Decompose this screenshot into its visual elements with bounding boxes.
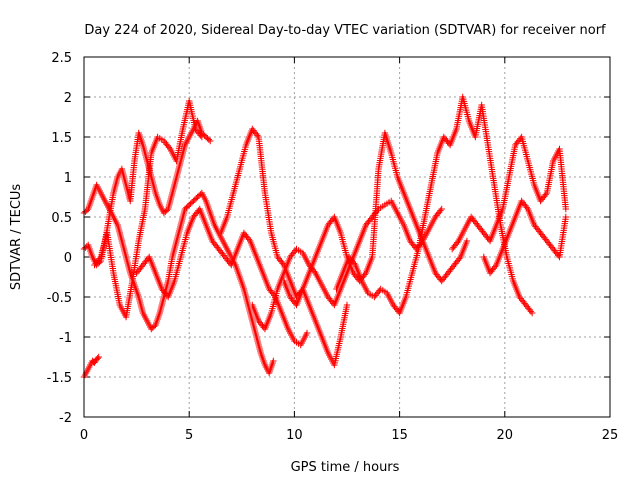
- data-point: [456, 255, 463, 262]
- data-point: [191, 196, 199, 203]
- x-axis-label: GPS time / hours: [291, 460, 400, 475]
- data-point: [95, 353, 102, 361]
- x-tick-label: 0: [80, 428, 88, 443]
- data-point: [562, 205, 570, 213]
- x-tick-label: 10: [286, 428, 303, 443]
- data-point: [193, 195, 200, 202]
- series-sat-i: [333, 93, 536, 317]
- data-point: [197, 132, 204, 139]
- data-point: [181, 205, 189, 213]
- data-point: [254, 132, 261, 139]
- data-points: [80, 93, 570, 381]
- y-tick-label: 0.5: [51, 211, 72, 226]
- data-point: [438, 205, 445, 213]
- data-point: [195, 192, 203, 199]
- data-point: [205, 136, 213, 143]
- data-point: [204, 135, 211, 142]
- data-point: [523, 204, 530, 211]
- data-point: [198, 133, 206, 141]
- y-tick-label: -2: [59, 411, 72, 426]
- data-point: [270, 357, 277, 365]
- data-point: [148, 325, 155, 333]
- data-point: [303, 329, 311, 337]
- y-tick-label: 2.5: [51, 51, 72, 66]
- y-tick-label: -1: [59, 331, 72, 346]
- data-point: [165, 144, 173, 151]
- data-point: [149, 324, 156, 331]
- data-point: [528, 309, 536, 317]
- chart-title: Day 224 of 2020, Sidereal Day-to-day VTE…: [84, 23, 606, 38]
- data-point: [194, 193, 201, 201]
- data-point: [207, 137, 214, 145]
- data-point: [160, 209, 168, 217]
- y-tick-label: 1.5: [51, 131, 72, 146]
- plot-frame: [83, 56, 611, 418]
- data-point: [96, 255, 103, 262]
- data-point: [437, 207, 444, 214]
- series-sat-j: [449, 133, 570, 253]
- data-point: [200, 131, 207, 138]
- x-tick-label: 15: [391, 428, 408, 443]
- data-point: [83, 207, 91, 214]
- y-tick-label: -0.5: [47, 291, 72, 306]
- y-axis-label: SDTVAR / TECUs: [9, 184, 24, 291]
- data-point: [162, 208, 169, 215]
- data-point: [350, 260, 358, 267]
- data-point: [463, 237, 471, 245]
- y-tick-label: 2: [64, 91, 72, 106]
- data-point: [163, 207, 170, 214]
- data-point: [190, 197, 197, 205]
- data-point: [542, 191, 549, 198]
- data-point: [527, 308, 535, 315]
- x-tick-label: 5: [185, 428, 193, 443]
- data-point: [82, 244, 89, 251]
- series-sat-h: [280, 129, 471, 309]
- data-point: [491, 263, 499, 270]
- data-point: [245, 236, 253, 243]
- axis-ticks: 0 5 10 15 20 25 -2 -1.5 -1 -0.5 0 0.5 1 1.5 2 2.5: [47, 51, 619, 443]
- y-tick-label: 0: [64, 251, 72, 266]
- data-point: [150, 323, 158, 330]
- data-point: [562, 213, 570, 221]
- data-point: [188, 199, 196, 206]
- data-point: [186, 201, 193, 209]
- data-point: [454, 239, 461, 246]
- series-sat-k: [480, 197, 570, 277]
- series-sat-e: [133, 205, 311, 349]
- x-tick-label: 25: [602, 428, 619, 443]
- data-point: [184, 203, 191, 210]
- y-tick-label: 1: [64, 171, 72, 186]
- data-point: [343, 301, 351, 309]
- y-tick-label: -1.5: [47, 371, 72, 386]
- series-sat-d: [91, 97, 206, 321]
- data-point: [82, 208, 89, 215]
- data-point: [94, 355, 101, 362]
- data-point: [183, 204, 190, 211]
- grid-lines: [84, 57, 610, 417]
- x-tick-label: 20: [497, 428, 514, 443]
- data-point: [187, 200, 194, 207]
